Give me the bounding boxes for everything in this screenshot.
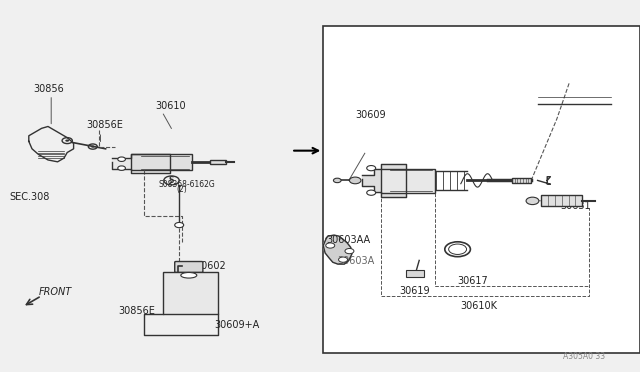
FancyBboxPatch shape [0,26,320,357]
Circle shape [526,197,539,205]
Text: 30610K: 30610K [461,301,498,311]
Text: 30610: 30610 [155,101,186,111]
Circle shape [175,222,184,228]
Text: 30603A: 30603A [337,256,374,266]
Circle shape [118,166,125,170]
Text: S08368-6162G: S08368-6162G [159,180,216,189]
Text: 30856: 30856 [33,84,64,94]
Circle shape [339,257,348,262]
FancyBboxPatch shape [175,262,203,272]
FancyBboxPatch shape [323,26,640,353]
Text: 30856E: 30856E [86,120,124,129]
Text: FRONT: FRONT [38,287,72,297]
Text: A305A0 33: A305A0 33 [563,352,605,361]
Ellipse shape [180,272,197,278]
Text: SEC.308: SEC.308 [10,192,50,202]
Polygon shape [362,164,406,197]
Circle shape [367,166,376,171]
Circle shape [118,157,125,161]
FancyBboxPatch shape [541,195,582,206]
Text: 30602: 30602 [195,261,226,271]
Text: 30619: 30619 [399,286,430,296]
Circle shape [91,145,95,148]
Circle shape [345,248,354,254]
Text: 30856E: 30856E [118,306,156,315]
FancyBboxPatch shape [406,270,424,277]
Text: 30609: 30609 [355,110,386,119]
FancyBboxPatch shape [210,160,226,164]
Text: 30603AA: 30603AA [326,235,371,245]
Circle shape [367,190,376,195]
Circle shape [65,140,69,142]
Text: 30631: 30631 [560,202,591,211]
Text: 30609+A: 30609+A [214,321,260,330]
Text: (2): (2) [177,185,188,194]
FancyBboxPatch shape [512,178,531,183]
FancyBboxPatch shape [381,169,435,193]
FancyBboxPatch shape [163,272,218,314]
Circle shape [333,178,341,183]
Polygon shape [323,235,352,264]
Circle shape [326,243,335,248]
FancyBboxPatch shape [131,154,192,170]
Text: 30617: 30617 [458,276,488,286]
Circle shape [349,177,361,184]
Text: S: S [169,176,174,185]
Polygon shape [112,154,170,173]
